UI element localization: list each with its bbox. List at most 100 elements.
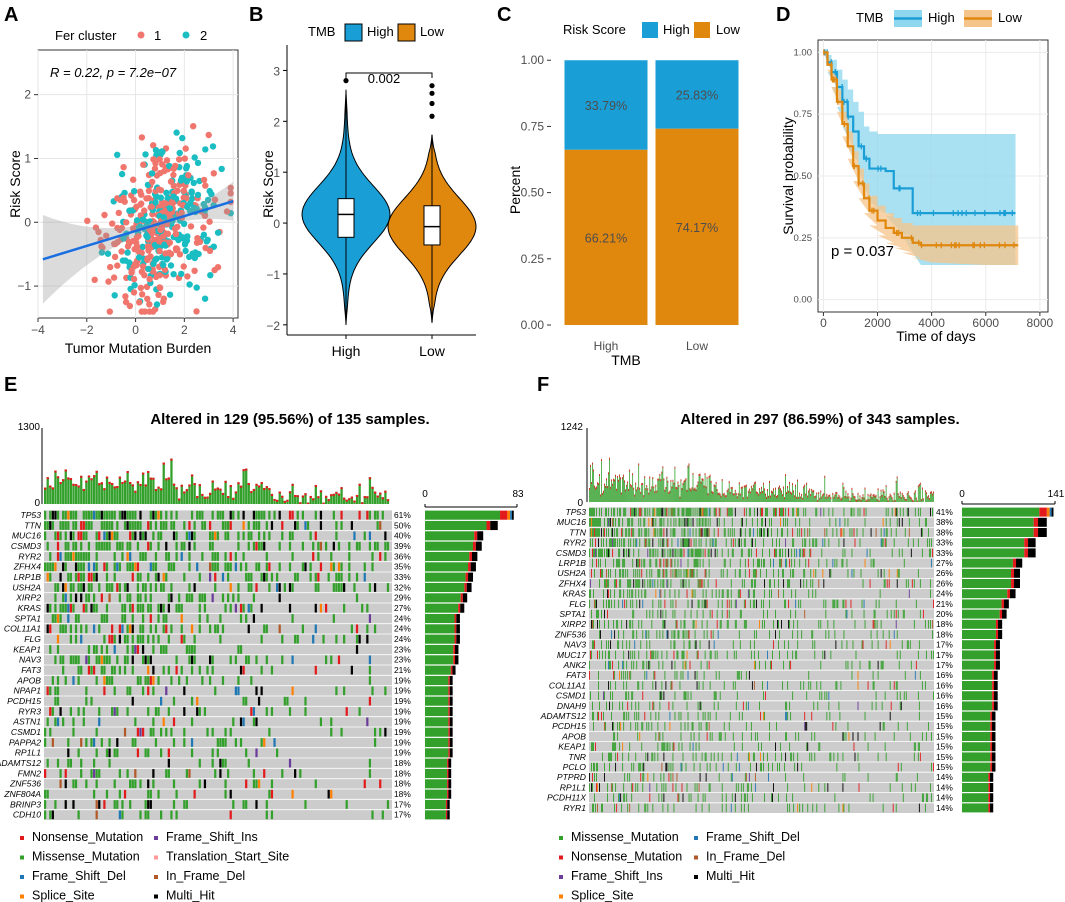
f-cell xyxy=(696,783,698,792)
f-cell xyxy=(721,783,723,792)
e-cell xyxy=(139,810,142,820)
e-cell xyxy=(319,521,323,530)
e-tmb-bar-cap xyxy=(296,495,299,498)
f-cell xyxy=(624,599,626,609)
e-cell xyxy=(64,676,67,685)
f-count-bar xyxy=(962,568,1012,578)
e-cell xyxy=(340,572,343,582)
f-cell xyxy=(636,630,638,639)
a-point xyxy=(167,262,175,269)
f-tmb-bar xyxy=(784,497,785,502)
e-cell xyxy=(136,748,140,758)
f-tmb-bar xyxy=(679,496,681,502)
f-cell xyxy=(882,722,884,731)
e-count-bar xyxy=(464,582,467,593)
f-count-axis-min: 0 xyxy=(959,489,965,500)
f-cell xyxy=(698,518,700,527)
f-cell xyxy=(663,569,665,578)
e-cell xyxy=(123,583,127,592)
f-cell xyxy=(651,518,653,527)
e-cell xyxy=(276,583,279,592)
c-y-tick-label: 0.25 xyxy=(521,252,545,266)
f-tmb-bar-cap xyxy=(746,496,748,499)
a-point xyxy=(227,190,234,197)
f-cell xyxy=(663,793,665,802)
e-tmb-bar xyxy=(257,485,261,504)
e-tmb-bar-cap xyxy=(324,495,328,498)
f-cell xyxy=(818,783,820,792)
f-gene-pct: 16% xyxy=(936,670,953,680)
f-cell xyxy=(857,681,859,690)
f-tmb-bar-cap xyxy=(865,500,867,502)
f-tmb-bar-cap xyxy=(757,493,759,496)
f-cell xyxy=(610,752,612,762)
f-cell xyxy=(666,528,668,537)
f-cell xyxy=(732,732,734,741)
f-cell xyxy=(903,609,905,619)
f-tmb-bar xyxy=(714,485,716,502)
f-count-bar xyxy=(962,507,1040,517)
f-cell xyxy=(842,558,844,568)
f-cell xyxy=(589,548,590,558)
f-cell xyxy=(895,803,897,813)
f-cell xyxy=(888,579,890,588)
f-count-bar xyxy=(990,742,993,752)
f-cell xyxy=(655,681,657,690)
e-cell xyxy=(221,593,225,603)
e-cell xyxy=(255,521,258,530)
f-cell xyxy=(714,650,716,660)
e-cell xyxy=(317,583,320,592)
e-cell xyxy=(80,541,83,551)
a-point xyxy=(139,216,147,223)
e-cell xyxy=(257,696,261,706)
e-cell xyxy=(350,624,353,634)
e-cell xyxy=(152,717,155,727)
f-tmb-bar-cap xyxy=(881,494,883,497)
e-gene-pct: 32% xyxy=(394,582,411,592)
e-cell xyxy=(46,686,49,696)
f-cell xyxy=(895,599,897,609)
f-cell xyxy=(787,711,789,721)
f-cell xyxy=(752,569,754,578)
f-cell xyxy=(621,528,623,537)
f-cell xyxy=(769,732,770,741)
f-cell xyxy=(675,518,677,527)
f-cell xyxy=(723,558,725,568)
f-cell xyxy=(753,589,755,598)
f-count-bar xyxy=(1051,507,1054,517)
f-cell xyxy=(660,599,662,609)
f-cell xyxy=(663,518,665,527)
e-cell xyxy=(80,572,83,582)
f-cell xyxy=(734,569,736,578)
f-cell xyxy=(676,569,678,578)
e-cell xyxy=(167,748,170,758)
e-tmb-bar xyxy=(100,482,103,504)
f-cell xyxy=(652,548,654,558)
f-count-bar xyxy=(990,711,993,721)
d-pvalue-label: p = 0.037 xyxy=(831,243,894,260)
f-cell xyxy=(744,558,746,568)
e-count-bar xyxy=(468,572,474,582)
a-point xyxy=(200,176,208,184)
f-cell xyxy=(682,660,684,670)
e-count-bar xyxy=(449,717,453,727)
f-tmb-bar xyxy=(612,483,613,502)
e-tmb-bar-cap xyxy=(363,496,366,499)
f-cell xyxy=(666,507,668,517)
f-cell xyxy=(612,722,614,731)
f-cell xyxy=(704,599,706,609)
e-cell xyxy=(108,583,111,592)
f-tmb-bar-cap xyxy=(680,479,682,482)
f-cell xyxy=(656,558,658,568)
f-cell xyxy=(738,711,740,721)
a-point xyxy=(178,234,186,241)
f-cell xyxy=(617,528,619,537)
e-cell xyxy=(281,521,284,530)
f-count-bar xyxy=(962,548,1025,558)
f-cell xyxy=(750,650,752,660)
f-cell xyxy=(750,722,752,731)
f-cell xyxy=(874,609,876,619)
f-cell xyxy=(658,660,660,670)
e-cell xyxy=(103,521,106,530)
b-box-high xyxy=(337,198,355,238)
